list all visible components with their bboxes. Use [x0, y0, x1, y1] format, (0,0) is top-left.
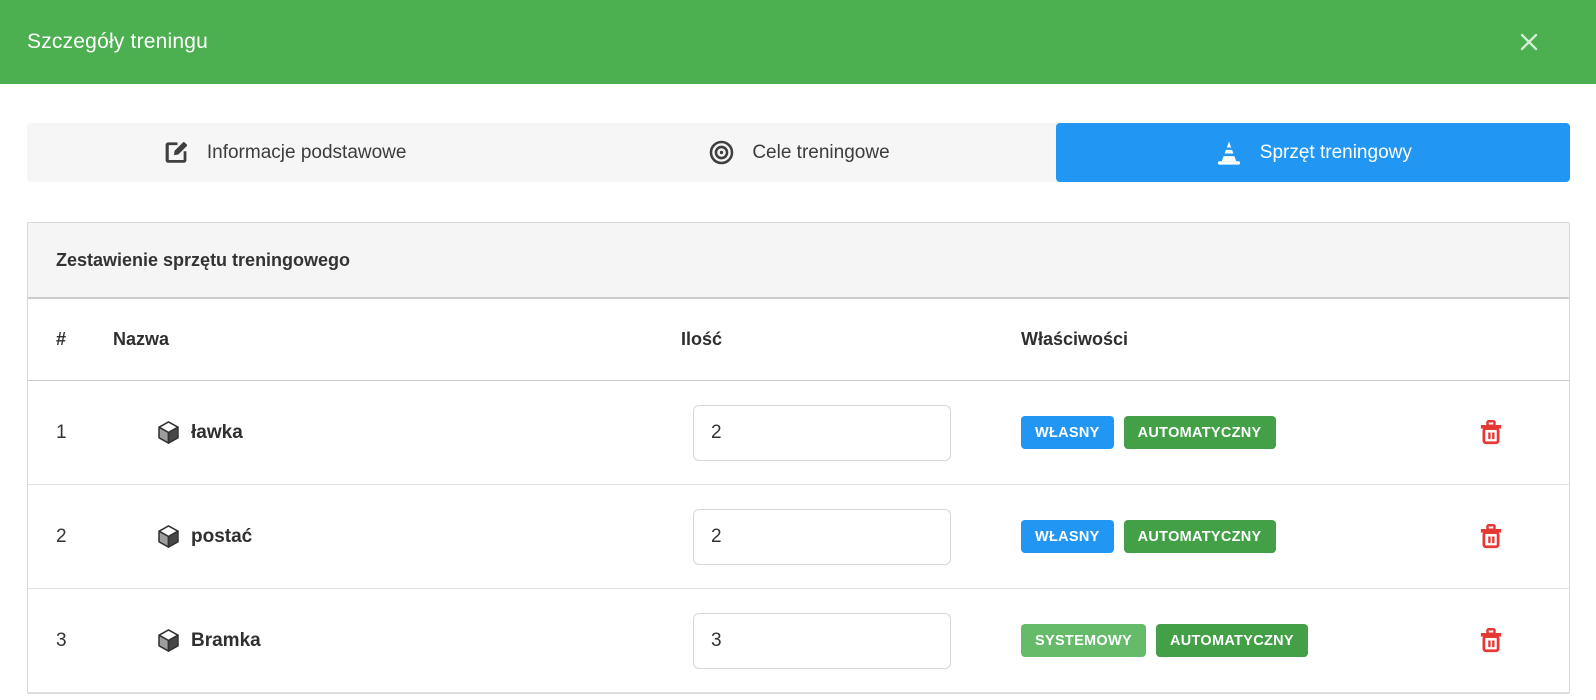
- row-index: 1: [56, 421, 67, 443]
- ownership-badge: SYSTEMOWY: [1021, 624, 1146, 657]
- col-header-name: Nazwa: [113, 329, 170, 349]
- tab-sprzet-treningowy[interactable]: Sprzęt treningowy: [1055, 123, 1570, 182]
- quantity-input[interactable]: [693, 612, 951, 669]
- trash-icon: [1476, 523, 1506, 555]
- equipment-name: postać: [191, 525, 253, 547]
- table-header-row: # Nazwa Ilość Właściwości: [28, 299, 1569, 381]
- trash-icon: [1476, 419, 1506, 451]
- tab-informacje-podstawowe[interactable]: Informacje podstawowe: [27, 123, 541, 182]
- traffic-cone-icon: [1214, 138, 1244, 168]
- row-index: 3: [56, 629, 67, 651]
- equipment-cube-icon: [155, 419, 182, 446]
- modal-header: Szczegóły treningu: [0, 0, 1596, 84]
- quantity-input[interactable]: [693, 404, 951, 461]
- mode-badge: AUTOMATYCZNY: [1155, 624, 1308, 657]
- tab-label: Cele treningowe: [752, 141, 890, 163]
- tab-label: Informacje podstawowe: [206, 141, 407, 163]
- equipment-panel: Zestawienie sprzętu treningowego # Nazwa…: [27, 222, 1570, 694]
- row-index: 2: [56, 525, 67, 547]
- panel-title: Zestawienie sprzętu treningowego: [28, 223, 1569, 299]
- edit-square-icon: [162, 138, 191, 167]
- ownership-badge: WŁASNY: [1021, 520, 1114, 553]
- tab-cele-treningowe[interactable]: Cele treningowe: [541, 123, 1055, 182]
- modal-title: Szczegóły treningu: [27, 30, 209, 53]
- delete-button[interactable]: [1474, 520, 1508, 554]
- equipment-cube-icon: [155, 523, 182, 550]
- col-header-properties: Właściwości: [1021, 329, 1129, 349]
- table-row: 3 Bramka SYSTEMOWY AUTOMATYCZNY: [28, 589, 1569, 693]
- close-button[interactable]: [1514, 27, 1544, 57]
- equipment-name: Bramka: [191, 629, 261, 651]
- delete-button[interactable]: [1474, 416, 1508, 450]
- mode-badge: AUTOMATYCZNY: [1123, 520, 1276, 553]
- tab-label: Sprzęt treningowy: [1259, 141, 1412, 163]
- target-icon: [707, 138, 736, 167]
- col-header-index: #: [56, 329, 67, 349]
- table-row: 2 postać WŁASNY AUTOMATYCZNY: [28, 485, 1569, 589]
- quantity-input[interactable]: [693, 508, 951, 565]
- delete-button[interactable]: [1474, 624, 1508, 658]
- table-row: 1 ławka WŁASNY AUTOMATYCZNY: [28, 381, 1569, 485]
- mode-badge: AUTOMATYCZNY: [1123, 416, 1276, 449]
- equipment-name: ławka: [191, 421, 243, 443]
- col-header-quantity: Ilość: [681, 329, 723, 349]
- ownership-badge: WŁASNY: [1021, 416, 1114, 449]
- equipment-cube-icon: [155, 627, 182, 654]
- close-icon: [1518, 33, 1540, 56]
- trash-icon: [1476, 627, 1506, 659]
- tab-bar: Informacje podstawowe Cele treningowe: [27, 123, 1570, 182]
